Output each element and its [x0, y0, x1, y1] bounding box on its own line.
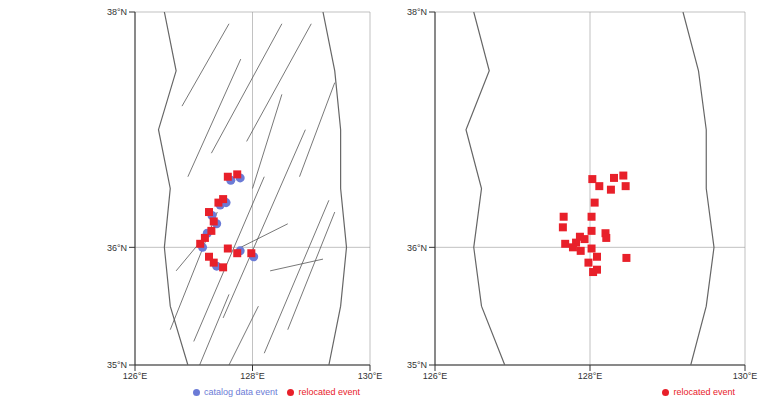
svg-text:36°N: 36°N	[107, 243, 127, 253]
svg-text:130°E: 130°E	[733, 371, 758, 381]
html-text:relocated event: relocated event	[298, 387, 360, 397]
html-text:relocated event: relocated event	[673, 387, 735, 397]
svg-text:36°N: 36°N	[407, 243, 427, 253]
svg-text:35°N: 35°N	[407, 360, 427, 370]
svg-text:128°E: 128°E	[578, 371, 603, 381]
svg-text:126°E: 126°E	[423, 371, 448, 381]
svg-text:35°N: 35°N	[107, 360, 127, 370]
svg-text:38°N: 38°N	[407, 7, 427, 17]
svg-text:130°E: 130°E	[358, 371, 383, 381]
svg-text:128°E: 128°E	[240, 371, 265, 381]
svg-text:38°N: 38°N	[107, 7, 127, 17]
html-text:catalog data event: catalog data event	[203, 387, 278, 397]
svg-text:126°E: 126°E	[123, 371, 148, 381]
